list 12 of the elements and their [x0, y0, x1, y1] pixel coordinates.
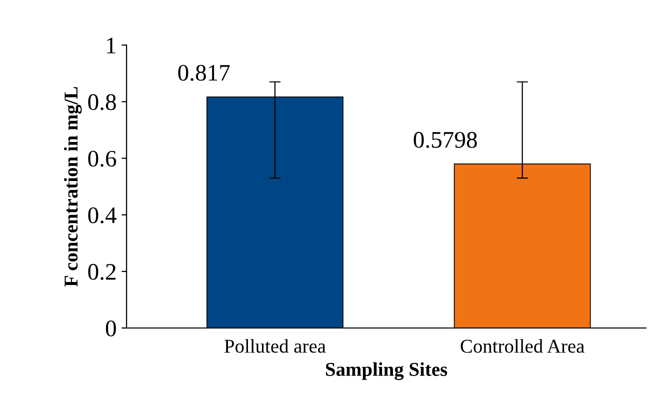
- x-tick-label: Polluted area: [224, 339, 326, 353]
- y-tick-label: 0.2: [88, 264, 116, 280]
- y-tick-label: 1: [107, 38, 116, 54]
- x-axis-title: Sampling Sites: [326, 362, 448, 380]
- data-label: 0.817: [178, 64, 230, 81]
- y-tick-label: 0.6: [88, 150, 116, 167]
- y-tick-label: 0: [106, 320, 116, 336]
- data-label: 0.5798: [414, 132, 477, 148]
- x-tick-label: Controlled Area: [460, 339, 584, 353]
- y-axis-title: F concentration in mg/L: [64, 87, 82, 287]
- y-tick-label: 0.4: [88, 207, 116, 224]
- y-tick-label: 0.8: [88, 94, 116, 110]
